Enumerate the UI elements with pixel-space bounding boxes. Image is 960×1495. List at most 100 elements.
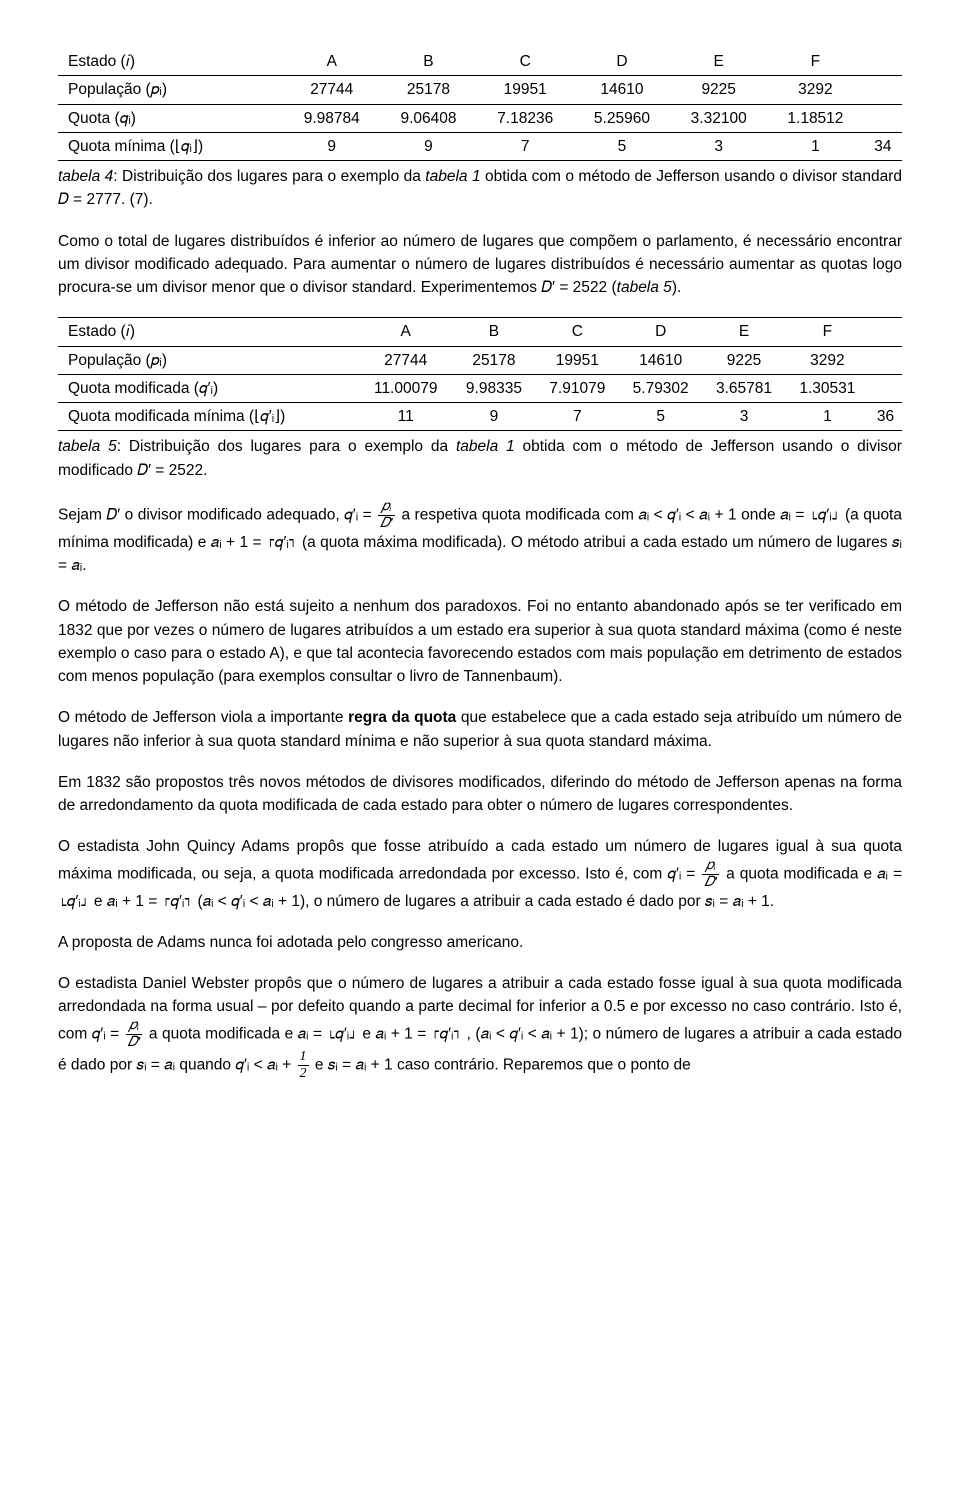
frac-half: 12 [298,1050,309,1081]
t4-r2-c1: 9 [380,132,477,160]
t4-r1-c4: 3.32100 [670,104,767,132]
paragraph-4: O método de Jefferson viola a importante… [58,706,902,753]
p8c: e 𝑠ᵢ = 𝑎ᵢ + 1 caso contrário. Reparemos … [311,1056,691,1073]
cap5-mid: : Distribuição dos lugares para o exempl… [117,438,456,455]
t5-r2-label: Quota modificada mínima (⌊𝑞′ᵢ⌋) [58,403,359,431]
t4-r2-c3: 5 [574,132,671,160]
frac-1: 𝑝ᵢ𝐷′ [378,500,395,531]
t4-r0-c6 [864,76,902,104]
cap4-ref: tabela 1 [425,168,480,185]
t4-r0-c1: 25178 [380,76,477,104]
t5-r1-c4: 3.65781 [702,374,785,402]
t5-r2-c1: 9 [452,403,535,431]
t5-r1-c0: 11.00079 [359,374,452,402]
t4-r0-c3: 14610 [574,76,671,104]
frac1-num: 𝑝ᵢ [378,500,395,516]
t5-r0-c3: 14610 [619,346,702,374]
t4-h2: B [380,48,477,76]
t5-r1-c6 [869,374,902,402]
t5-h2: B [452,318,535,346]
t5-r0-c6 [869,346,902,374]
t4-h3: C [477,48,574,76]
t5-r1-c1: 9.98335 [452,374,535,402]
t4-r1-c5: 1.18512 [767,104,864,132]
t5-h6: F [786,318,869,346]
t4-r0-c0: 27744 [283,76,380,104]
t5-h5: E [702,318,785,346]
p1c: ). [672,279,681,296]
t5-r0-c1: 25178 [452,346,535,374]
t5-r0-c4: 9225 [702,346,785,374]
t5-h1: A [359,318,452,346]
t5-h0: Estado (𝑖) [58,318,359,346]
t4-r2-c5: 1 [767,132,864,160]
t5-r0-c2: 19951 [536,346,619,374]
t4-r2-c6: 34 [864,132,902,160]
table4-caption: tabela 4: Distribuição dos lugares para … [58,165,902,212]
frac-3: 𝑝ᵢ𝐷′ [126,1019,143,1050]
t4-r1-c1: 9.06408 [380,104,477,132]
half-den: 2 [298,1066,309,1081]
t4-r2-c4: 3 [670,132,767,160]
p2a: Sejam 𝐷′ o divisor modificado adequado, … [58,506,376,523]
table5-caption: tabela 5: Distribuição dos lugares para … [58,435,902,482]
table-4: Estado (𝑖) A B C D E F População (𝑝ᵢ) 27… [58,48,902,161]
t5-r1-label: Quota modificada (𝑞′ᵢ) [58,374,359,402]
t4-r2-c2: 7 [477,132,574,160]
p4a: O método de Jefferson viola a importante [58,709,348,726]
t4-h4: D [574,48,671,76]
frac1-den: 𝐷′ [378,516,395,531]
paragraph-7: A proposta de Adams nunca foi adotada pe… [58,931,902,954]
t5-r0-c0: 27744 [359,346,452,374]
t5-r2-c0: 11 [359,403,452,431]
t4-h6: F [767,48,864,76]
t5-r0-label: População (𝑝ᵢ) [58,346,359,374]
cap4-head: tabela 4 [58,168,113,185]
t5-r2-c3: 5 [619,403,702,431]
t4-r1-c0: 9.98784 [283,104,380,132]
t5-r2-c2: 7 [536,403,619,431]
t5-h7 [869,318,902,346]
t5-r2-c4: 3 [702,403,785,431]
p1a: Como o total de lugares distribuídos é i… [58,233,902,297]
frac3-den: 𝐷′ [126,1035,143,1050]
paragraph-2: Sejam 𝐷′ o divisor modificado adequado, … [58,500,902,578]
t5-r0-c5: 3292 [786,346,869,374]
p4b: regra da quota [348,709,456,726]
t5-h4: D [619,318,702,346]
p1b: tabela 5 [617,279,672,296]
table-5: Estado (𝑖) A B C D E F População (𝑝ᵢ) 27… [58,317,902,431]
half-num: 1 [298,1050,309,1066]
t4-r0-c5: 3292 [767,76,864,104]
frac2-den: 𝐷′ [702,875,719,890]
t5-r1-c3: 5.79302 [619,374,702,402]
t4-r0-label: População (𝑝ᵢ) [58,76,283,104]
t4-r1-c6 [864,104,902,132]
paragraph-6: O estadista John Quincy Adams propôs que… [58,835,902,913]
t4-r2-label: Quota mínima (⌊𝑞ᵢ⌋) [58,132,283,160]
paragraph-1: Como o total de lugares distribuídos é i… [58,230,902,300]
t4-r1-c2: 7.18236 [477,104,574,132]
t5-h3: C [536,318,619,346]
cap4-mid: : Distribuição dos lugares para o exempl… [113,168,425,185]
paragraph-3: O método de Jefferson não está sujeito a… [58,595,902,688]
frac-2: 𝑝ᵢ𝐷′ [702,859,719,890]
t4-h0: Estado (𝑖) [58,48,283,76]
frac3-num: 𝑝ᵢ [126,1019,143,1035]
cap5-ref: tabela 1 [456,438,515,455]
t4-r1-label: Quota (𝑞ᵢ) [58,104,283,132]
t4-r2-c0: 9 [283,132,380,160]
t4-h1: A [283,48,380,76]
cap5-head: tabela 5 [58,438,117,455]
t5-r2-c5: 1 [786,403,869,431]
t4-r0-c4: 9225 [670,76,767,104]
t5-r1-c2: 7.91079 [536,374,619,402]
frac2-num: 𝑝ᵢ [702,859,719,875]
t4-h7 [864,48,902,76]
t5-r1-c5: 1.30531 [786,374,869,402]
t4-h5: E [670,48,767,76]
paragraph-5: Em 1832 são propostos três novos métodos… [58,771,902,818]
t4-r0-c2: 19951 [477,76,574,104]
t5-r2-c6: 36 [869,403,902,431]
t4-r1-c3: 5.25960 [574,104,671,132]
